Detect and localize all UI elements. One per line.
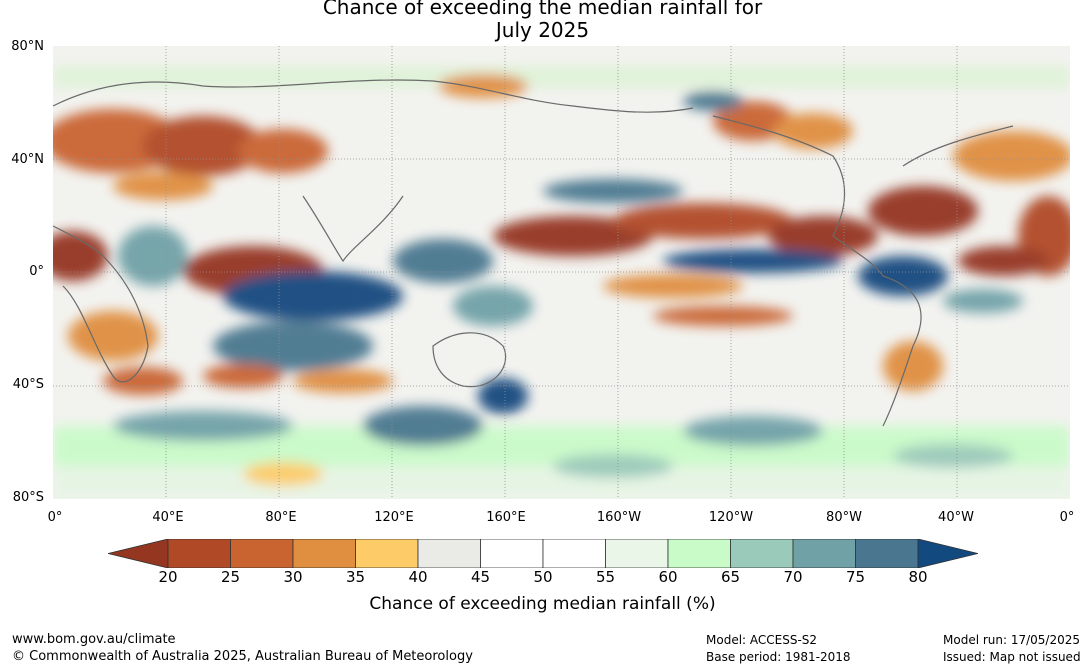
colorbar-tick-label: 35 xyxy=(345,568,366,586)
colorbar-tick-label: 45 xyxy=(470,568,491,586)
lat-label-80s: 80°S xyxy=(12,490,44,505)
map-title-line2: July 2025 xyxy=(495,18,590,42)
colorbar-tick-label: 40 xyxy=(408,568,428,586)
lon-label-160w: 160°W xyxy=(596,510,642,525)
colorbar-tick-label: 60 xyxy=(658,568,678,586)
lon-label-40w: 40°W xyxy=(938,510,974,525)
colorbar-tick-label: 75 xyxy=(845,568,866,586)
colorbar-title: Chance of exceeding median rainfall (%) xyxy=(369,594,716,614)
colorbar-extend-low xyxy=(108,539,169,568)
colorbar xyxy=(108,539,978,568)
lon-label-160e: 160°E xyxy=(486,510,526,525)
colorbar-bin xyxy=(480,539,544,568)
lon-label-0: 0° xyxy=(47,510,63,525)
colorbar-tick-label: 65 xyxy=(720,568,741,586)
coastlines xyxy=(53,79,1014,427)
lon-label-40e: 40°E xyxy=(152,510,184,525)
lon-label-80e: 80°E xyxy=(265,510,297,525)
footer-issued: Issued: Map not issued xyxy=(943,650,1081,664)
lon-label-0-east: 0° xyxy=(1059,510,1075,525)
graticule xyxy=(53,46,1070,499)
colorbar-bin xyxy=(167,539,231,568)
colorbar-tick-label: 30 xyxy=(283,568,303,586)
lon-label-80w: 80°W xyxy=(826,510,862,525)
colorbar-extend-high xyxy=(917,539,978,568)
footer-model-run: Model run: 17/05/2025 xyxy=(943,633,1081,647)
lon-label-120w: 120°W xyxy=(708,510,754,525)
colorbar-bin xyxy=(292,539,356,568)
colorbar-bin xyxy=(792,539,856,568)
footer-copyright: © Commonwealth of Australia 2025, Austra… xyxy=(12,649,473,664)
colorbar-bin xyxy=(855,539,919,568)
map-canvas xyxy=(53,46,1070,499)
colorbar-tick-label: 50 xyxy=(533,568,553,586)
colorbar-tick-label: 25 xyxy=(220,568,241,586)
colorbar-bin xyxy=(667,539,731,568)
lat-label-40s: 40°S xyxy=(12,377,44,392)
lat-label-40n: 40°N xyxy=(11,152,44,167)
map-title-line1: Chance of exceeding the median rainfall … xyxy=(322,0,763,19)
map-title: Chance of exceeding the median rainfall … xyxy=(0,0,1085,42)
colorbar-tick-label: 20 xyxy=(158,568,178,586)
colorbar-bin xyxy=(542,539,606,568)
footer-model: Model: ACCESS-S2 xyxy=(706,633,818,647)
rainfall-probability-map xyxy=(53,46,1070,499)
footer-website: www.bom.gov.au/climate xyxy=(12,632,176,647)
colorbar-bin xyxy=(417,539,481,568)
colorbar-tick-label: 55 xyxy=(595,568,616,586)
footer-base-period: Base period: 1981-2018 xyxy=(706,650,851,664)
colorbar-tick-label: 80 xyxy=(908,568,928,586)
colorbar-bin xyxy=(230,539,294,568)
colorbar-tick-label: 70 xyxy=(783,568,803,586)
lon-label-120e: 120°E xyxy=(374,510,414,525)
lat-label-0: 0° xyxy=(29,264,44,279)
colorbar-bin xyxy=(355,539,419,568)
lat-label-80n: 80°N xyxy=(11,39,44,54)
colorbar-bin xyxy=(605,539,669,568)
probability-field xyxy=(53,66,1070,499)
colorbar-bin xyxy=(730,539,794,568)
